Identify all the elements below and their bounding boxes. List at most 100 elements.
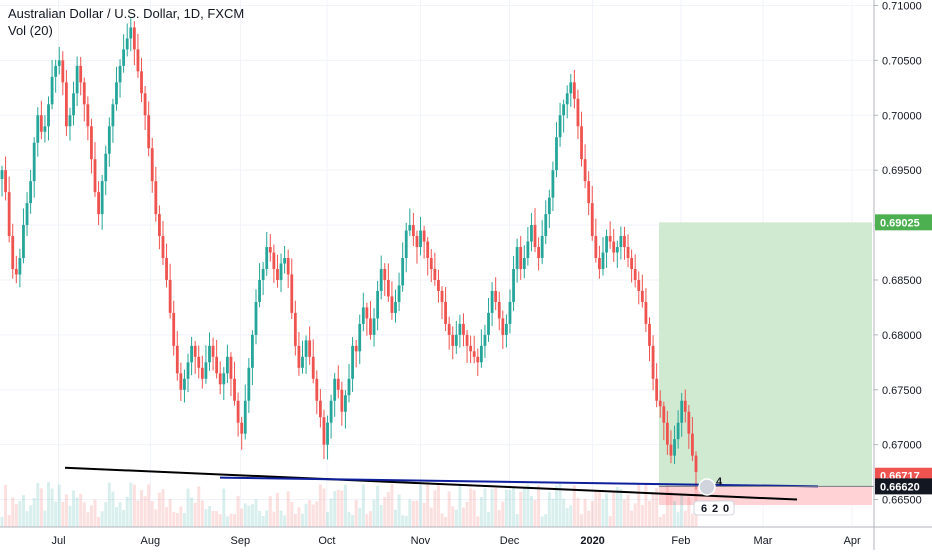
volume-bar bbox=[565, 508, 569, 527]
event-marker-circle bbox=[698, 478, 716, 496]
candle-body bbox=[429, 258, 433, 269]
candle-body bbox=[72, 93, 75, 116]
candle-body bbox=[4, 170, 7, 193]
volume-bar bbox=[537, 485, 541, 527]
volume-bar bbox=[336, 489, 340, 527]
volume-bar bbox=[211, 510, 215, 527]
volume-bar bbox=[490, 488, 494, 527]
volume-bar bbox=[347, 511, 351, 527]
candle-body bbox=[18, 258, 22, 275]
volume-bar bbox=[25, 511, 29, 527]
candle-body bbox=[183, 378, 186, 390]
candle-body bbox=[14, 268, 18, 275]
price-tick-label: 0.68500 bbox=[882, 275, 922, 287]
volume-bar bbox=[7, 514, 11, 527]
candle-body bbox=[390, 296, 394, 313]
event-markers[interactable]: 4 6 2 0 bbox=[693, 476, 735, 516]
candle-body bbox=[551, 170, 555, 198]
volume-bar bbox=[225, 516, 229, 527]
price-tick-label: 0.69500 bbox=[882, 165, 922, 177]
volume-bar bbox=[136, 500, 140, 527]
volume-bar bbox=[240, 508, 244, 527]
candle-body bbox=[218, 373, 222, 385]
candle-body bbox=[293, 312, 297, 346]
volume-bar bbox=[18, 501, 22, 527]
candlesticks bbox=[0, 18, 698, 490]
volume-bar bbox=[526, 484, 530, 527]
volume-bar bbox=[676, 512, 680, 527]
candle-body bbox=[233, 378, 236, 401]
symbol-title[interactable]: Australian Dollar / U.S. Dollar, 1D, FXC… bbox=[8, 6, 245, 21]
price-tick-label: 0.70000 bbox=[882, 110, 922, 122]
candle-body bbox=[208, 345, 211, 363]
candle-body bbox=[326, 422, 329, 445]
candle-body bbox=[172, 312, 176, 346]
candle-body bbox=[100, 181, 104, 215]
candle-body bbox=[193, 345, 197, 357]
candle-body bbox=[608, 236, 612, 242]
candle-body bbox=[379, 268, 383, 291]
drawing-lines[interactable] bbox=[64, 466, 874, 501]
candle-body bbox=[336, 378, 340, 390]
price-axis[interactable]: 0.710000.705000.700000.695000.690000.685… bbox=[873, 0, 932, 550]
volume-bar bbox=[297, 507, 301, 527]
volume-bar bbox=[150, 501, 154, 527]
volume-bar bbox=[182, 512, 186, 527]
candle-body bbox=[490, 290, 494, 313]
volume-bar bbox=[680, 495, 684, 527]
candle-body bbox=[11, 236, 15, 269]
candle-body bbox=[229, 356, 233, 379]
volume-bar bbox=[562, 498, 566, 527]
candle-body bbox=[437, 279, 440, 291]
volume-bar bbox=[0, 517, 4, 527]
volume-bar bbox=[286, 491, 290, 527]
candle-body bbox=[329, 400, 333, 423]
candle-body bbox=[369, 318, 372, 335]
candle-body bbox=[522, 258, 526, 269]
volume-bar bbox=[422, 502, 426, 527]
candle-body bbox=[7, 192, 11, 237]
volume-bar bbox=[75, 497, 79, 527]
candle-body bbox=[344, 395, 347, 412]
volume-bar bbox=[68, 505, 72, 527]
volume-bar bbox=[79, 493, 83, 527]
volume-bar bbox=[426, 482, 430, 527]
time-tick-label: Jul bbox=[52, 535, 66, 547]
candle-body bbox=[93, 159, 97, 193]
volume-bar bbox=[318, 484, 322, 527]
volume-bar bbox=[358, 507, 362, 527]
volume-bar bbox=[218, 514, 222, 527]
candle-body bbox=[530, 225, 533, 242]
candle-body bbox=[615, 247, 619, 253]
volume-bar bbox=[329, 498, 333, 527]
candle-body bbox=[200, 367, 204, 379]
candle-body bbox=[633, 268, 637, 280]
candle-body bbox=[594, 236, 598, 259]
candle-body bbox=[54, 65, 58, 77]
candle-body bbox=[301, 356, 304, 368]
volume-bar bbox=[394, 509, 398, 527]
volume-bar bbox=[111, 491, 115, 527]
volume-bar bbox=[197, 486, 201, 527]
candle-body bbox=[197, 356, 201, 368]
candle-body bbox=[333, 378, 337, 401]
volume-bar bbox=[419, 484, 423, 527]
volume-indicator-label[interactable]: Vol (20) bbox=[8, 23, 53, 38]
time-tick-label: Mar bbox=[754, 535, 773, 547]
candle-body bbox=[519, 247, 523, 269]
volume-bar bbox=[601, 499, 605, 527]
candle-body bbox=[97, 192, 100, 215]
candle-body bbox=[605, 236, 608, 253]
volume-bar bbox=[415, 500, 419, 527]
volume-bar bbox=[522, 487, 526, 527]
volume-bar bbox=[86, 512, 90, 527]
candle-body bbox=[47, 104, 50, 127]
candle-body bbox=[222, 373, 226, 385]
volume-bar bbox=[651, 492, 655, 527]
candle-body bbox=[247, 367, 251, 401]
volume-bar bbox=[662, 514, 666, 527]
candle-body bbox=[290, 274, 294, 313]
time-axis[interactable]: Jul Aug Sep Oct Nov Dec 2020 Feb Mar Apr bbox=[0, 526, 932, 547]
